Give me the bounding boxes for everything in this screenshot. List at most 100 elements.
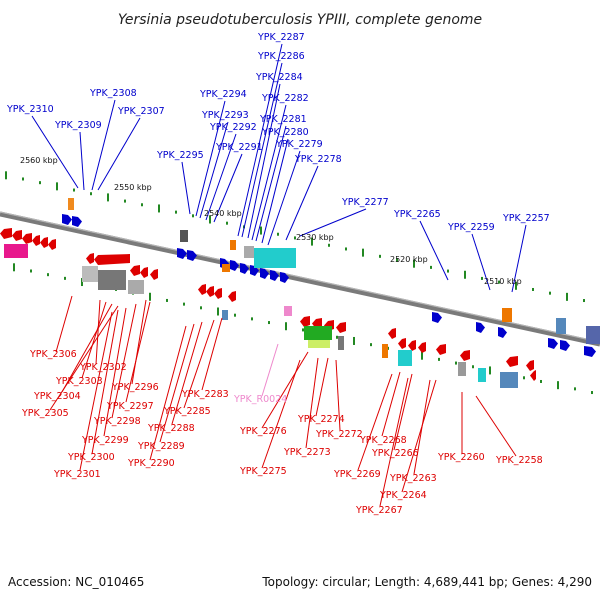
leader-line-top (247, 83, 281, 239)
minus-strand-gene (22, 233, 32, 244)
gene-label-top: YPK_2265 (393, 209, 441, 220)
gene-label-top: YPK_2293 (201, 110, 249, 121)
feature-box (284, 306, 292, 316)
plus-strand-gene (560, 340, 570, 351)
backbone-highlight (0, 211, 600, 343)
gene-label-bottom: YPK_2290 (127, 458, 175, 469)
feature-box (254, 248, 296, 268)
gene-label-top: YPK_2292 (209, 122, 257, 133)
kbp-label: 2530 kbp (296, 233, 334, 242)
gene-label-bottom: YPK_2283 (181, 389, 229, 400)
minus-strand-gene (150, 269, 158, 280)
minus-strand-gene (460, 350, 470, 361)
gene-label-bottom: YPK_2267 (355, 505, 403, 516)
minus-strand-gene (214, 288, 222, 299)
plus-strand-gene (280, 272, 289, 283)
gene-label-top: YPK_2291 (215, 142, 263, 153)
feature-box (230, 240, 236, 250)
gene-label-top: YPK_2257 (502, 213, 550, 224)
gene-label-bottom: YPK_2260 (437, 452, 485, 463)
feature-box (68, 198, 74, 210)
plus-strand-gene (476, 322, 485, 333)
minus-strand-gene (530, 370, 536, 381)
minus-strand-gene (300, 316, 310, 327)
plus-strand-gene (432, 312, 442, 323)
leader-line-bottom (305, 357, 319, 449)
plus-strand-gene (584, 346, 596, 357)
plus-strand-gene (62, 214, 72, 225)
minus-strand-gene (228, 291, 236, 302)
gene-label-bottom: YPK_2273 (283, 447, 331, 458)
leader-line-bottom (261, 351, 309, 429)
gene-features (0, 198, 600, 388)
minus-strand-gene (388, 328, 396, 339)
leader-line-top (237, 43, 283, 237)
gene-label-top: YPK_2279 (275, 139, 323, 150)
leader-line-top (199, 121, 229, 219)
feature-box (98, 270, 126, 290)
plus-strand-gene (177, 248, 187, 259)
gene-label-bottom: YPK_2299 (81, 435, 129, 446)
feature-box (556, 318, 566, 334)
gene-label-top: YPK_2281 (259, 114, 307, 125)
leader-line-top (241, 62, 283, 238)
minus-strand-gene (506, 356, 518, 367)
plus-strand-gene (260, 268, 269, 279)
gene-label-bottom: YPK_2301 (53, 469, 101, 480)
feature-box (222, 310, 228, 320)
feature-box (244, 246, 254, 258)
feature-box (304, 326, 332, 340)
leader-line-top (255, 125, 287, 242)
leader-line-bottom (103, 307, 127, 437)
minus-strand-gene (140, 267, 148, 278)
plus-strand-gene (250, 265, 259, 276)
feature-box (500, 372, 518, 388)
minus-strand-gene (12, 230, 22, 241)
leader-line-top (97, 117, 141, 191)
minus-strand-gene (408, 340, 416, 351)
gene-label-top: YPK_2295 (156, 150, 204, 161)
gene-label-bottom: YPK_2275 (239, 466, 287, 477)
gene-label-top: YPK_2308 (89, 88, 137, 99)
leader-line-top (261, 138, 289, 244)
leader-line-top (285, 165, 319, 241)
gene-label-bottom: YPK_2289 (137, 441, 185, 452)
leader-line-top (251, 104, 287, 241)
gene-label-bottom: YPK_2288 (147, 423, 195, 434)
leader-line-top (31, 115, 79, 189)
gene-label-top: YPK_2280 (261, 127, 309, 138)
minus-strand-gene (436, 344, 446, 355)
gene-label-top: YPK_2309 (54, 120, 102, 131)
feature-box (222, 264, 230, 272)
minus-strand-gene (526, 360, 534, 371)
gene-label-bottom: YPK_2272 (315, 429, 363, 440)
leader-lines (31, 43, 527, 507)
feature-box (180, 230, 188, 242)
minus-strand-gene (198, 284, 206, 295)
feature-box (382, 344, 388, 358)
leader-line-bottom (95, 299, 101, 365)
leader-line-top (91, 99, 116, 191)
gene-label-bottom: YPK_2304 (33, 391, 81, 402)
leader-line-bottom (81, 301, 107, 379)
leader-line-top (79, 131, 85, 191)
gene-label-bottom: YPK_2274 (297, 414, 345, 425)
leader-line-bottom (61, 303, 113, 393)
leader-line-bottom (393, 373, 413, 451)
plus-strand-gene (548, 338, 558, 349)
leader-line-bottom (261, 359, 301, 469)
minus-strand-gene (130, 265, 140, 276)
accession-text: Accession: NC_010465 (8, 575, 144, 589)
minus-strand-gene (40, 237, 48, 248)
genome-backbone (0, 211, 600, 347)
gene-label-bottom: YPK_2269 (333, 469, 381, 480)
feature-box (128, 280, 144, 294)
leader-line-top (511, 224, 527, 293)
kbp-label: 2540 kbp (204, 209, 242, 218)
topology-summary: Topology: circular; Length: 4,689,441 bp… (261, 575, 592, 589)
gene-label-bottom: YPK_2285 (163, 406, 211, 417)
plus-strand-gene (270, 270, 279, 281)
leader-line-bottom (261, 343, 279, 397)
leader-line-bottom (401, 379, 437, 493)
